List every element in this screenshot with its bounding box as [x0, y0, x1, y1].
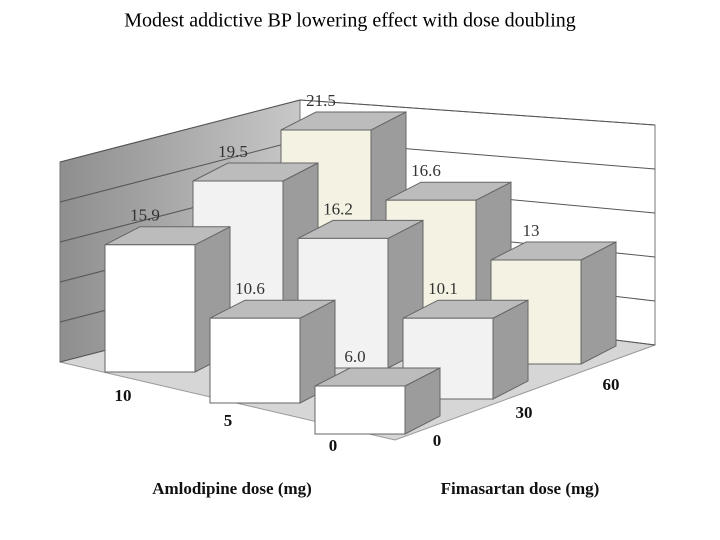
bar [314, 385, 406, 435]
z-tick-label: 60 [603, 375, 620, 394]
chart-title: Modest addictive BP lowering effect with… [124, 10, 576, 32]
value-label: 10.1 [428, 279, 458, 298]
z-tick-label: 30 [516, 403, 533, 422]
value-label: 15.9 [130, 206, 160, 225]
bar [104, 244, 196, 373]
value-label: 19.5 [218, 142, 248, 161]
value-label: 16.6 [411, 161, 441, 180]
z-axis-label: Fimasartan dose (mg) [441, 479, 600, 498]
grid-line [59, 99, 656, 163]
x-axis-label: Amlodipine dose (mg) [152, 479, 312, 498]
x-tick-label: 0 [329, 436, 338, 455]
value-label: 16.2 [323, 199, 353, 218]
z-tick-label: 0 [433, 431, 442, 450]
x-tick-label: 5 [224, 411, 233, 430]
bar-side [580, 241, 617, 365]
value-label: 6.0 [344, 347, 365, 366]
value-label: 10.6 [235, 279, 265, 298]
x-tick-label: 10 [115, 386, 132, 405]
value-label: 13 [523, 221, 540, 240]
value-label: 21.5 [306, 91, 336, 110]
bar [209, 317, 301, 404]
